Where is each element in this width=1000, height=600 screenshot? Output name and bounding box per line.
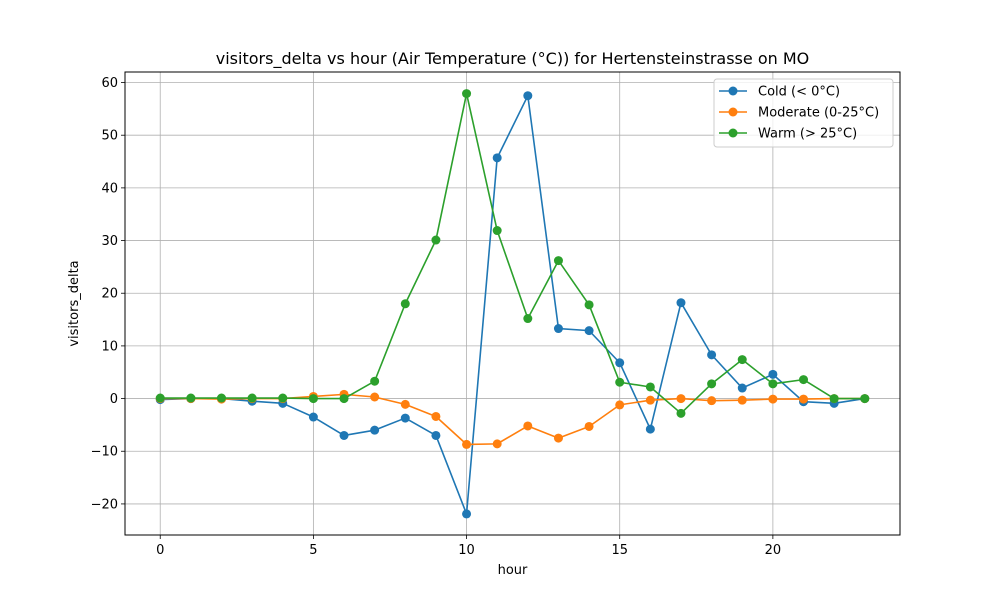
ticks: 0 5 10 15 20 −20 −10 0 10 20 30 40 50 60	[91, 76, 782, 558]
data-point	[707, 379, 717, 389]
data-point	[370, 392, 380, 402]
y-axis-label: visitors_delta	[67, 260, 82, 346]
x-axis-label: hour	[498, 563, 528, 578]
legend-entry-2: Warm (> 25°C)	[719, 127, 857, 142]
data-point	[737, 355, 747, 365]
y-tick-label: 40	[101, 181, 118, 196]
data-point	[370, 425, 380, 435]
data-point	[584, 326, 594, 336]
legend-label: Warm (> 25°C)	[758, 127, 857, 142]
data-point	[860, 394, 870, 404]
data-point	[431, 235, 441, 245]
data-point	[553, 324, 563, 334]
data-point	[553, 433, 563, 443]
data-point	[462, 509, 472, 519]
data-point	[768, 379, 778, 389]
data-point	[400, 399, 410, 409]
x-tick-label: 5	[309, 543, 317, 558]
data-point	[676, 408, 686, 418]
data-point	[707, 396, 717, 406]
data-point	[553, 256, 563, 266]
legend-entry-1: Moderate (0-25°C)	[719, 106, 879, 121]
data-point	[645, 382, 655, 392]
legend-entry-0: Cold (< 0°C)	[719, 85, 840, 100]
series-2	[155, 89, 870, 418]
data-point	[676, 394, 686, 404]
y-tick-label: 30	[101, 234, 118, 249]
data-point	[216, 393, 226, 403]
data-point	[645, 395, 655, 405]
data-point	[523, 314, 533, 324]
y-tick-label: −20	[91, 497, 118, 512]
legend-marker	[728, 86, 738, 96]
data-point	[400, 299, 410, 309]
data-point	[523, 91, 533, 101]
data-point	[768, 394, 778, 404]
data-point	[615, 400, 625, 410]
y-tick-label: 10	[101, 339, 118, 354]
data-point	[492, 439, 502, 449]
plot-frame	[124, 71, 901, 536]
data-point	[278, 393, 288, 403]
data-point	[523, 421, 533, 431]
y-tick-label: 50	[101, 129, 118, 144]
legend-box	[713, 78, 894, 148]
legend-marker	[728, 128, 738, 138]
x-tick-label: 15	[611, 543, 628, 558]
data-point	[799, 394, 809, 404]
data-point	[247, 393, 257, 403]
y-tick-label: 60	[101, 76, 118, 91]
data-point	[768, 369, 778, 379]
data-point	[584, 300, 594, 310]
data-point	[431, 411, 441, 421]
x-tick-label: 0	[156, 543, 164, 558]
data-point	[186, 393, 196, 403]
data-point	[737, 395, 747, 405]
legend-marker	[728, 107, 738, 117]
legend-label: Cold (< 0°C)	[758, 85, 840, 100]
x-tick-label: 10	[458, 543, 475, 558]
y-tick-label: 0	[110, 392, 118, 407]
data-point	[492, 226, 502, 236]
data-point	[707, 350, 717, 360]
data-point	[676, 298, 686, 308]
data-point	[799, 375, 809, 385]
data-point	[155, 393, 165, 403]
y-tick-label: −10	[91, 445, 118, 460]
data-point	[829, 394, 839, 404]
series-layer	[155, 89, 870, 519]
data-point	[400, 413, 410, 423]
x-tick-label: 20	[765, 543, 782, 558]
data-point	[339, 394, 349, 404]
data-point	[584, 421, 594, 431]
data-point	[492, 153, 502, 163]
data-point	[308, 394, 318, 404]
data-point	[645, 424, 655, 434]
data-point	[737, 383, 747, 393]
data-point	[339, 430, 349, 440]
y-tick-label: 20	[101, 287, 118, 302]
data-point	[308, 412, 318, 422]
chart-title: visitors_delta vs hour (Air Temperature …	[216, 49, 809, 69]
data-point	[431, 430, 441, 440]
series-line	[160, 94, 865, 515]
data-point	[462, 89, 472, 99]
data-point	[370, 376, 380, 386]
data-point	[615, 377, 625, 387]
data-point	[615, 358, 625, 368]
series-line	[160, 92, 865, 415]
data-point	[462, 439, 472, 449]
legend-label: Moderate (0-25°C)	[758, 106, 879, 121]
legend: Cold (< 0°C) Moderate (0-25°C) Warm (> 25°…	[713, 78, 894, 148]
